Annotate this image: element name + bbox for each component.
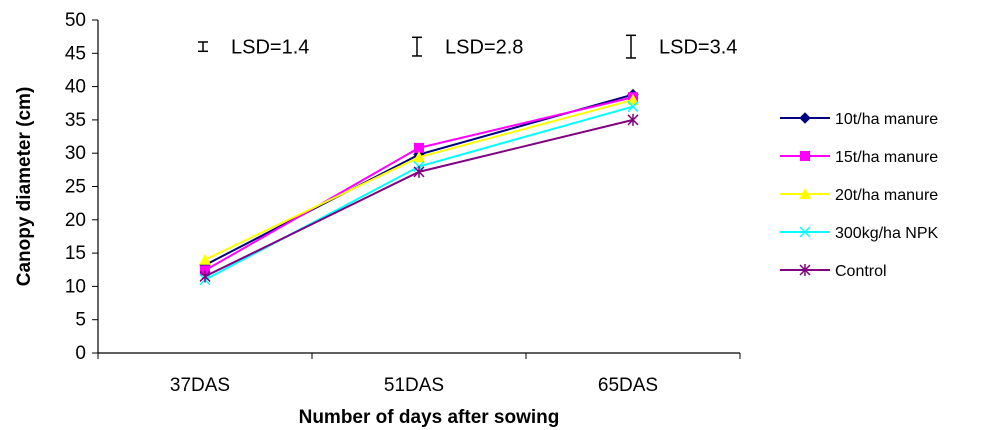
lsd-annotations: LSD=1.4 LSD=2.8 LSD=3.4	[198, 34, 737, 59]
series-group	[199, 88, 639, 286]
data-point	[413, 151, 425, 163]
legend-item: 300kg/ha NPK	[780, 225, 939, 242]
series-line	[204, 93, 634, 266]
y-tick-label: 0	[75, 343, 86, 364]
legend-item: 15t/ha manure	[780, 149, 938, 166]
lsd-bar	[198, 41, 208, 53]
series-4	[199, 113, 639, 283]
y-axis-title-group: Canopy diameter (cm)	[14, 87, 35, 287]
data-point	[199, 253, 211, 265]
x-axis-title: Number of days after sowing	[299, 407, 560, 428]
data-point	[800, 151, 810, 161]
legend-item: Control	[780, 263, 887, 280]
legend-item: 20t/ha manure	[780, 187, 938, 204]
y-tick-label: 50	[65, 10, 86, 31]
y-tick-label: 40	[65, 77, 86, 98]
legend-item: 10t/ha manure	[780, 111, 938, 128]
y-tick-label: 15	[65, 243, 86, 264]
data-point	[413, 165, 425, 178]
lsd-label: LSD=3.4	[659, 37, 737, 59]
x-ticks: 37DAS 51DAS 65DAS	[97, 353, 741, 396]
y-tick-label: 10	[65, 276, 86, 297]
legend-label: 15t/ha manure	[835, 149, 938, 166]
data-point	[627, 101, 639, 113]
y-tick-label: 25	[65, 177, 86, 198]
data-point	[627, 93, 639, 105]
data-point	[799, 188, 811, 199]
data-point	[799, 226, 811, 238]
y-axis-title: Canopy diameter (cm)	[14, 87, 35, 287]
data-point	[799, 264, 811, 276]
lsd-label: LSD=2.8	[445, 37, 523, 59]
y-tick-label: 30	[65, 143, 86, 164]
legend-label: 300kg/ha NPK	[835, 225, 939, 242]
data-point	[799, 112, 811, 124]
series-2	[199, 93, 639, 265]
y-tick-label: 35	[65, 110, 86, 131]
x-tick-label: 65DAS	[598, 375, 658, 396]
series-line	[204, 105, 634, 281]
lsd-label: LSD=1.4	[231, 37, 309, 59]
legend-label: 10t/ha manure	[835, 111, 938, 128]
y-tick-label: 45	[65, 43, 86, 64]
legend-label: Control	[835, 263, 887, 280]
series-3	[199, 101, 639, 286]
y-tick-label: 5	[75, 310, 86, 331]
legend-label: 20t/ha manure	[835, 187, 938, 204]
data-point	[199, 270, 211, 283]
legend: 10t/ha manure 15t/ha manure 20t/ha manure 3…	[780, 111, 939, 280]
lsd-bar	[626, 34, 636, 59]
y-tick-label: 20	[65, 210, 86, 231]
x-tick-label: 51DAS	[384, 375, 444, 396]
data-point	[414, 142, 424, 153]
x-tick-label: 37DAS	[170, 375, 230, 396]
data-point	[627, 113, 639, 126]
y-ticks: 0 5 10 15 20 25 30 35 40 45 50	[65, 10, 98, 364]
lsd-bar	[412, 36, 422, 57]
